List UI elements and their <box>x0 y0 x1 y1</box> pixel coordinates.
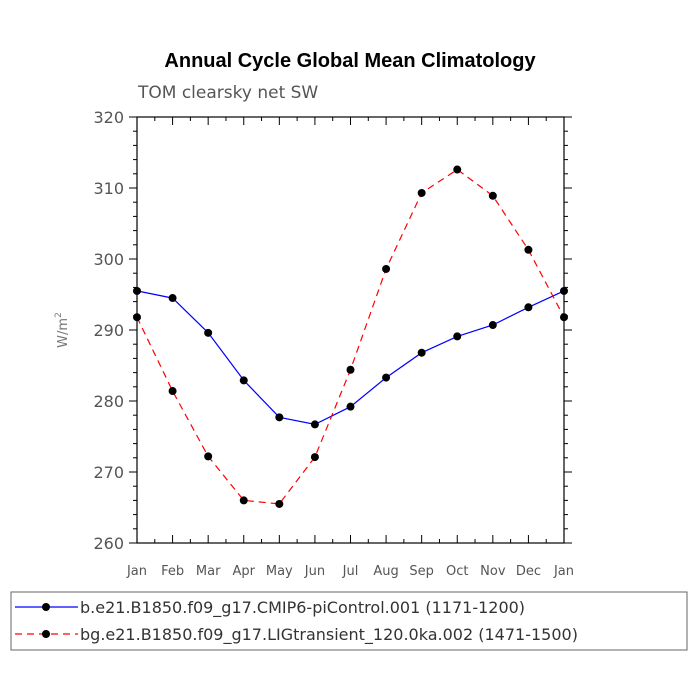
y-tick-label: 290 <box>93 321 124 340</box>
series-2-point <box>168 387 177 396</box>
series-line-2 <box>136 168 565 505</box>
series-1-point <box>417 348 426 357</box>
series-1-point <box>168 294 177 303</box>
series-1-point <box>488 321 497 330</box>
series-2-point <box>382 264 391 273</box>
series-1-point <box>560 286 568 295</box>
plot-frame <box>136 116 565 544</box>
y-tick-label: 270 <box>93 463 124 482</box>
x-tick-label: Jul <box>342 564 359 579</box>
y-tick-label: 280 <box>93 392 124 411</box>
y-axis-title: W/m2 <box>54 312 71 348</box>
x-tick-label: Sep <box>409 564 434 579</box>
x-tick-label: Jan <box>553 564 574 579</box>
series-2-point <box>133 313 141 322</box>
series-1-point <box>524 303 533 312</box>
series-2-point <box>524 245 533 254</box>
y-tick-label: 300 <box>93 250 124 269</box>
series-2-point <box>310 453 319 462</box>
y-tick-label: 260 <box>93 534 124 553</box>
x-tick-label: Aug <box>373 564 398 579</box>
series-1-point <box>453 332 462 341</box>
series-1-point <box>275 413 284 422</box>
y-axis-unit: W/m <box>56 318 71 348</box>
series-2-point <box>275 499 284 508</box>
x-tick-label: Jan <box>126 564 147 579</box>
legend-marker-2 <box>42 630 50 638</box>
legend-box <box>10 591 688 651</box>
series-1-point <box>133 286 141 295</box>
series-2-point <box>488 191 497 200</box>
series-2-point <box>346 365 355 374</box>
axes: 260 270 280 290 300 310 320 Jan Feb Mar Apr May Jun J… <box>93 108 574 579</box>
series-2-point <box>417 188 426 197</box>
x-tick-label: Nov <box>480 564 506 579</box>
plot-series <box>133 165 568 508</box>
series-2-point <box>453 165 462 174</box>
series-2-point <box>204 452 213 461</box>
chart-title: Annual Cycle Global Mean Climatology <box>164 50 536 72</box>
x-tick-label: May <box>266 564 293 579</box>
series-1-point <box>346 402 355 411</box>
x-tick-label: Mar <box>196 564 221 579</box>
y-tick-label: 310 <box>93 179 124 198</box>
y-tick-label: 320 <box>93 108 124 127</box>
y-axis-unit-exponent: 2 <box>54 312 64 318</box>
series-2-point <box>239 496 248 505</box>
svg-text:W/m2: W/m2 <box>54 312 71 348</box>
x-tick-label: Oct <box>446 564 468 579</box>
legend-label-1: b.e21.B1850.f09_g17.CMIP6-piControl.001 … <box>80 598 525 618</box>
x-tick-label: Dec <box>516 564 541 579</box>
series-2-point <box>560 313 568 322</box>
legend: b.e21.B1850.f09_g17.CMIP6-piControl.001 … <box>10 591 688 651</box>
chart-subtitle: TOM clearsky net SW <box>137 83 318 103</box>
x-tick-label: Feb <box>161 564 184 579</box>
legend-label-2: bg.e21.B1850.f09_g17.LIGtransient_120.0k… <box>80 625 578 645</box>
series-1-point <box>204 328 213 337</box>
series-1-point <box>239 376 248 385</box>
legend-marker-1 <box>42 603 50 611</box>
x-tick-label: Jun <box>304 564 325 579</box>
x-tick-label: Apr <box>233 564 256 579</box>
series-1-point <box>310 420 319 429</box>
series-1-point <box>382 373 391 382</box>
